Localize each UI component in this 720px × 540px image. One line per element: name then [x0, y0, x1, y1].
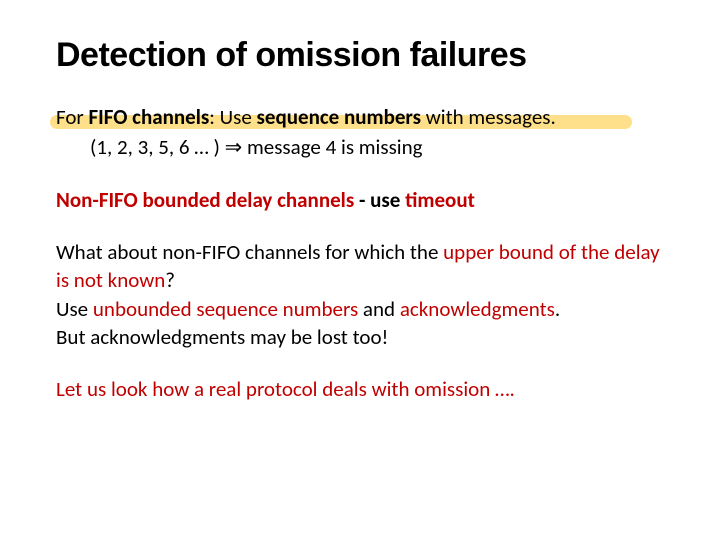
- text: But acknowledgments may be lost too!: [56, 323, 664, 351]
- slide: Detection of omission failures For FIFO …: [0, 0, 720, 540]
- slide-title: Detection of omission failures: [56, 36, 664, 75]
- text-red: unbounded sequence numbers: [93, 296, 358, 322]
- text: : Use: [209, 104, 256, 130]
- text: with messages.: [421, 104, 556, 130]
- paragraph-closing: Let us look how a real protocol deals wi…: [56, 375, 664, 403]
- paragraph-nonfifo: Non-FIFO bounded delay channels - use ti…: [56, 186, 664, 214]
- text-bold-red: timeout: [405, 187, 475, 213]
- paragraph-fifo: For FIFO channels: Use sequence numbers …: [56, 103, 664, 131]
- text: Use: [56, 296, 93, 322]
- text-bold: - use: [354, 187, 405, 213]
- text-red: acknowledgments: [400, 296, 555, 322]
- text-bold: sequence numbers: [257, 104, 421, 130]
- text: What about non-FIFO channels for which t…: [56, 239, 443, 265]
- text: For: [56, 104, 89, 130]
- text: .: [555, 296, 560, 322]
- text: and: [358, 296, 400, 322]
- text-bold: FIFO channels: [89, 104, 210, 130]
- text: ?: [165, 267, 175, 293]
- paragraph-question: What about non-FIFO channels for which t…: [56, 238, 664, 351]
- slide-body: For FIFO channels: Use sequence numbers …: [56, 103, 664, 404]
- paragraph-example: (1, 2, 3, 5, 6 … ) ⇒ message 4 is missin…: [56, 133, 664, 161]
- text-bold-red: Non-FIFO bounded delay channels: [56, 187, 354, 213]
